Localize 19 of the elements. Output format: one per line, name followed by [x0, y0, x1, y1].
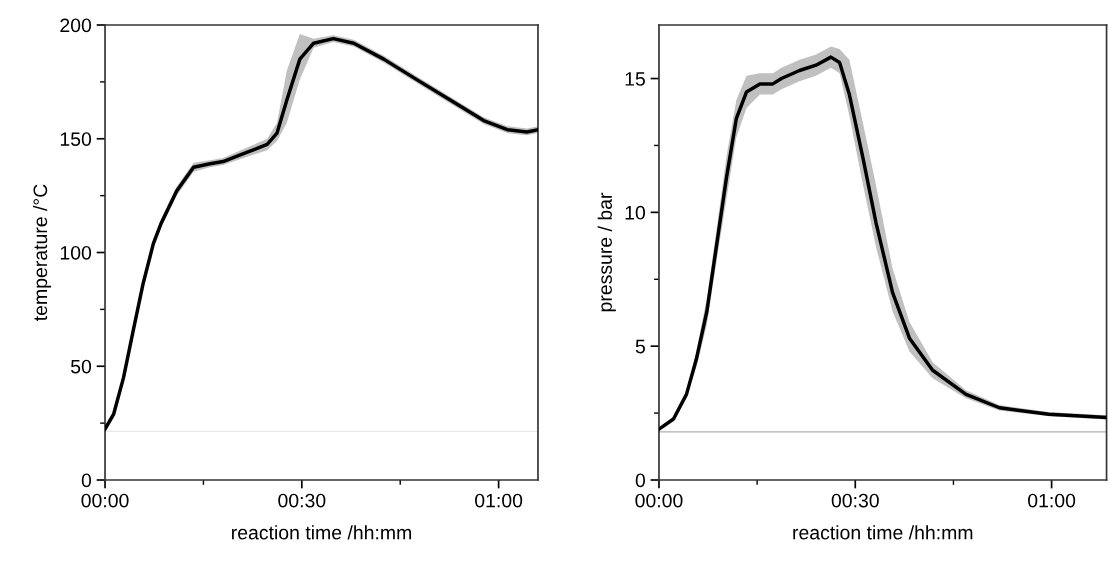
y-axis-title: pressure / bar — [597, 192, 616, 312]
y-tick-label: 5 — [635, 339, 645, 354]
x-tick-label: 01:00 — [475, 493, 523, 508]
y-axis-title: temperature /°C — [32, 184, 52, 321]
x-tick-label: 00:30 — [278, 493, 326, 508]
y-tick-label: 15 — [625, 72, 645, 86]
x-axis-title: reaction time /hh:mm — [793, 525, 973, 540]
y-tick-label: 150 — [60, 132, 92, 146]
x-axis-title: reaction time /hh:mm — [232, 525, 411, 540]
y-tick-label: 200 — [60, 18, 92, 33]
y-tick-label: 10 — [625, 205, 646, 220]
y-tick-label: 0 — [81, 473, 92, 488]
x-tick-label: 01:00 — [1028, 493, 1076, 508]
x-tick-label: 00:00 — [81, 493, 129, 508]
y-tick-label: 0 — [635, 473, 646, 488]
x-tick-label: 00:00 — [635, 493, 683, 508]
x-tick-label: 00:30 — [831, 493, 879, 508]
y-tick-label: 100 — [60, 245, 92, 260]
y-tick-label: 50 — [70, 359, 92, 374]
